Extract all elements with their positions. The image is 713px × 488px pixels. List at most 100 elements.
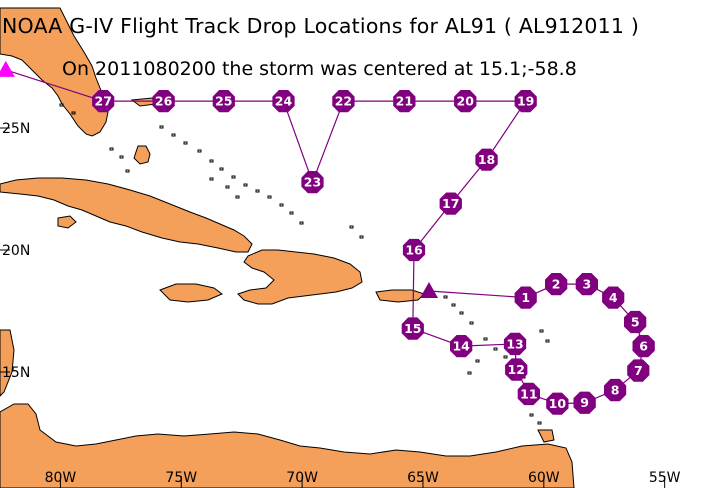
x-tick-label-3: 65W bbox=[407, 470, 439, 486]
islet-6 bbox=[231, 175, 236, 179]
drop-octagon-19 bbox=[514, 90, 537, 113]
drop-label-14: 14 bbox=[452, 339, 470, 354]
x-tick-label-1: 75W bbox=[165, 470, 197, 486]
drop-octagon-2 bbox=[545, 273, 568, 296]
drop-marker-21: 21 bbox=[393, 90, 416, 113]
drop-label-22: 22 bbox=[335, 94, 352, 109]
florida-landmass bbox=[0, 7, 109, 137]
drop-label-26: 26 bbox=[155, 94, 173, 109]
drop-label-15: 15 bbox=[404, 321, 421, 336]
islet-5 bbox=[219, 167, 224, 171]
islet-10 bbox=[279, 203, 284, 207]
drop-marker-4: 4 bbox=[602, 286, 625, 309]
drop-label-20: 20 bbox=[457, 94, 475, 109]
drop-octagon-5 bbox=[624, 310, 647, 334]
puerto-rico-landmass bbox=[375, 289, 425, 303]
islet-8 bbox=[255, 189, 260, 193]
islet-9 bbox=[267, 195, 272, 199]
drop-marker-17: 17 bbox=[439, 192, 462, 215]
islet-21 bbox=[443, 295, 448, 299]
islet-36 bbox=[475, 359, 480, 363]
islet-2 bbox=[183, 141, 188, 145]
special-markers bbox=[0, 60, 439, 298]
hispaniola-landmass bbox=[237, 249, 363, 305]
drop-label-23: 23 bbox=[304, 175, 321, 190]
map-subtitle: On 2011080200 the storm was centered at … bbox=[62, 58, 577, 80]
drop-label-5: 5 bbox=[631, 314, 640, 329]
drop-label-16: 16 bbox=[405, 243, 423, 258]
islet-13 bbox=[209, 177, 214, 181]
drop-marker-26: 26 bbox=[152, 90, 175, 113]
islet-39 bbox=[71, 111, 76, 115]
drop-marker-22: 22 bbox=[332, 90, 355, 113]
y-tick-label-1: 20N bbox=[2, 243, 30, 259]
track-segment-storm bbox=[428, 290, 526, 299]
drop-octagon-25 bbox=[212, 90, 235, 113]
drop-marker-3: 3 bbox=[575, 273, 598, 296]
drop-marker-1: 1 bbox=[514, 286, 537, 309]
islet-20 bbox=[359, 235, 364, 239]
drop-label-21: 21 bbox=[396, 94, 413, 109]
drop-marker-16: 16 bbox=[402, 238, 426, 262]
islet-34 bbox=[539, 329, 544, 333]
drop-octagon-17 bbox=[439, 192, 462, 215]
track-segment-22 bbox=[311, 100, 345, 183]
drop-octagon-14 bbox=[450, 335, 473, 358]
drop-marker-5: 5 bbox=[624, 310, 647, 334]
drop-label-25: 25 bbox=[215, 94, 232, 109]
drop-octagon-1 bbox=[514, 286, 537, 309]
x-tick-label-0: 80W bbox=[45, 470, 77, 486]
map-title: NOAA G-IV Flight Track Drop Locations fo… bbox=[2, 14, 640, 38]
islet-0 bbox=[159, 125, 164, 129]
drop-marker-15: 15 bbox=[401, 317, 424, 340]
islet-35 bbox=[545, 339, 550, 343]
drop-marker-25: 25 bbox=[212, 90, 235, 113]
drop-label-6: 6 bbox=[639, 339, 648, 354]
x-tick-label-2: 70W bbox=[286, 470, 318, 486]
drop-label-3: 3 bbox=[582, 277, 591, 292]
drop-label-17: 17 bbox=[442, 196, 459, 211]
drop-octagon-11 bbox=[517, 382, 540, 406]
x-tick-label-5: 55W bbox=[649, 470, 681, 486]
jamaica-landmass bbox=[159, 283, 223, 303]
drop-octagon-8 bbox=[604, 378, 627, 402]
drop-label-11: 11 bbox=[520, 386, 537, 401]
flight-start-marker bbox=[0, 60, 15, 77]
drop-octagon-21 bbox=[393, 90, 416, 113]
drop-label-27: 27 bbox=[95, 94, 112, 109]
islet-4 bbox=[209, 159, 214, 163]
drop-marker-23: 23 bbox=[301, 171, 324, 194]
islet-32 bbox=[529, 413, 534, 417]
drop-label-1: 1 bbox=[521, 290, 530, 305]
islet-16 bbox=[109, 147, 114, 151]
drop-marker-13: 13 bbox=[503, 332, 527, 356]
drop-marker-11: 11 bbox=[517, 382, 540, 406]
drop-octagon-20 bbox=[454, 90, 477, 113]
cuba-landmass bbox=[0, 177, 253, 253]
islet-1 bbox=[171, 133, 176, 137]
track-segment-18 bbox=[486, 100, 527, 161]
yucatan-landmass bbox=[0, 329, 15, 397]
drop-marker-10: 10 bbox=[546, 392, 569, 415]
islet-33 bbox=[537, 421, 542, 425]
drop-marker-6: 6 bbox=[632, 335, 655, 358]
drop-markers: 12 34567891011121314151617181920212223242… bbox=[92, 90, 655, 415]
drop-octagon-16 bbox=[402, 238, 426, 262]
islet-15 bbox=[235, 195, 240, 199]
islet-38 bbox=[59, 103, 64, 107]
drop-octagon-15 bbox=[401, 317, 424, 340]
drop-octagon-27 bbox=[92, 90, 115, 113]
drop-octagon-23 bbox=[301, 171, 324, 194]
drop-marker-24: 24 bbox=[272, 90, 295, 113]
drop-octagon-22 bbox=[332, 90, 355, 113]
drop-label-12: 12 bbox=[508, 362, 525, 377]
track-segment-start bbox=[5, 69, 104, 102]
drop-octagon-12 bbox=[505, 358, 528, 381]
islet-27 bbox=[503, 355, 508, 359]
islet-18 bbox=[125, 169, 130, 173]
track-segment-15 bbox=[412, 249, 415, 329]
track-segment-23 bbox=[282, 100, 314, 183]
drop-label-8: 8 bbox=[611, 383, 620, 398]
drop-octagon-9 bbox=[573, 391, 596, 414]
islet-12 bbox=[299, 221, 304, 225]
